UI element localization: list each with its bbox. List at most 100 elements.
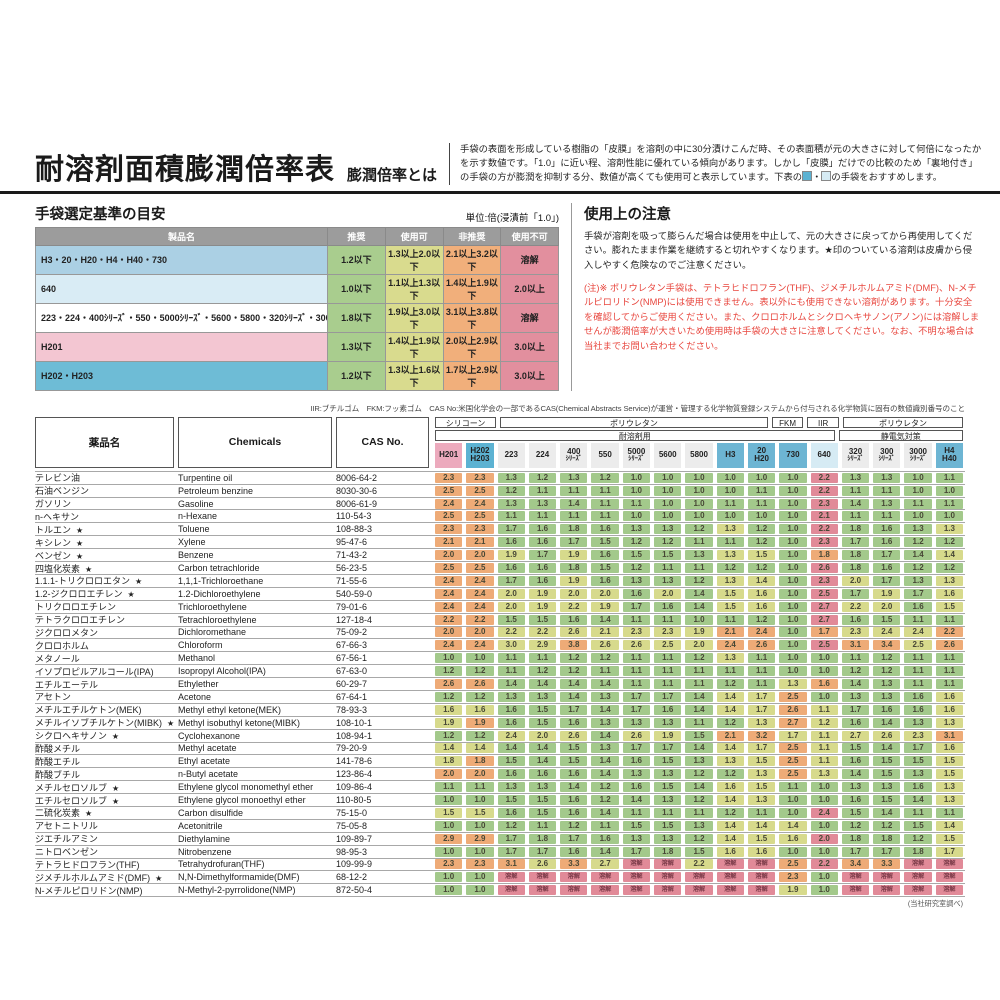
value-chip: 1.3 — [841, 691, 870, 702]
value-chip: 2.6 — [622, 730, 651, 741]
product-header-line: 300 — [880, 446, 894, 456]
value-chips: 2.0 2.0 2.2 2.2 2.6 2.1 2.3 2.3 1.9 2.1 2.4 1.0 1.7 2… — [433, 627, 965, 638]
chemical-name-jp: テトラヒドロフラン(THF) — [35, 859, 140, 870]
value-chip: 溶解 — [497, 885, 525, 896]
criteria-value: 2.0以上 — [500, 273, 559, 304]
value-chip: 2.4 — [904, 627, 932, 638]
table-row: N-メチルピロリドン(NMP) N-Methyl-2-pyrrolidone(NM… — [35, 884, 965, 898]
value-chip: 1.2 — [591, 782, 619, 793]
swelling-ratio-description: 手袋の表面を形成している樹脂の「皮膜」を溶剤の中に30分漬けこんだ時、その表面積… — [449, 143, 982, 185]
value-chip: 溶解 — [654, 859, 682, 870]
value-chip: 2.5 — [779, 859, 807, 870]
chemical-name-jp: 酢酸エチル — [35, 756, 81, 767]
header-divider — [0, 190, 1000, 194]
value-chip: 1.1 — [685, 562, 713, 573]
criteria-column-header: 推奨 — [327, 226, 386, 246]
column-header-cas-no: CAS No. — [336, 416, 429, 468]
value-chip: 1.1 — [685, 717, 713, 728]
value-chip: 2.3 — [435, 472, 463, 483]
value-chip: 1.2 — [904, 537, 932, 548]
value-chip: 1.3 — [935, 575, 964, 586]
cas-number: 79-01-6 — [336, 601, 368, 612]
product-header-line: H203 — [470, 454, 490, 464]
value-chip: 1.6 — [841, 717, 870, 728]
value-chip: 1.9 — [466, 717, 494, 728]
value-chip: 2.9 — [528, 640, 557, 651]
value-chip: 1.1 — [747, 485, 776, 496]
value-chip: 1.7 — [497, 833, 525, 844]
cas-number: 79-20-9 — [336, 743, 368, 754]
product-header: 550 — [591, 442, 619, 468]
value-chip: 1.6 — [528, 575, 557, 586]
usage-notes-body: 手袋が溶剤を吸って膨らんだ場合は使用を中止して、元の大きさに戻ってから再使用して… — [584, 230, 973, 270]
chemical-name-en: 1,1,1-Trichloroethane — [178, 575, 264, 586]
skin-hazard-star-icon: ★ — [127, 590, 135, 600]
cas-number: 60-29-7 — [336, 679, 368, 689]
value-chip: 1.1 — [591, 485, 619, 496]
value-chip: 1.2 — [716, 679, 744, 689]
value-chip: 1.3 — [716, 653, 744, 664]
chemical-name-jp: 二硫化炭素 ★ — [35, 808, 93, 819]
value-chip: 1.9 — [497, 550, 525, 561]
value-chip: 1.0 — [747, 472, 776, 483]
chemical-name-jp: アセトン — [35, 692, 71, 703]
value-chip: 1.7 — [810, 627, 838, 638]
value-chip: 2.0 — [435, 627, 463, 638]
value-chip: 1.3 — [841, 782, 870, 793]
value-chip: 溶解 — [716, 885, 744, 896]
value-chip: 1.2 — [435, 691, 463, 702]
cas-number: 68-12-2 — [336, 872, 368, 883]
skin-hazard-star-icon: ★ — [76, 538, 84, 548]
material-group-label: ポリウレタン — [500, 416, 768, 428]
value-chip: 1.0 — [466, 795, 494, 806]
value-chip: 1.3 — [560, 472, 588, 483]
value-chips: 1.2 1.2 2.4 2.0 2.6 1.4 2.6 1.9 1.5 2.1 3.2 1.7 1.1 2… — [433, 730, 965, 741]
value-chip: 1.6 — [560, 717, 588, 728]
value-chip: 2.4 — [435, 498, 463, 509]
value-chip: 1.6 — [528, 537, 557, 548]
chemical-name-en: 1.2-Dichloroethylene — [178, 588, 261, 599]
chemical-name-en: Gasoline — [178, 498, 214, 509]
criteria-table: 製品名 推奨 使用可 非推奨 使用不可 H3・20・H20・H4・H40・730 1.2以… — [35, 226, 559, 391]
value-chip: 1.4 — [591, 769, 619, 780]
value-chip: 1.2 — [716, 807, 744, 818]
value-chip: 2.7 — [810, 601, 838, 612]
value-chip: 1.1 — [747, 653, 776, 664]
value-chip: 2.0 — [466, 550, 494, 561]
table-row: テレビン油 Turpentine oil 8006-64-2 2.3 2.3 1.3 1.2… — [35, 472, 965, 485]
value-chip: 3.4 — [873, 640, 901, 651]
value-chip: 1.4 — [747, 575, 776, 586]
value-chip: 1.1 — [654, 614, 682, 625]
value-chip: 1.6 — [560, 795, 588, 806]
criteria-row: H201 1.3以下 1.4以上1.9以下 2.0以上2.9以下 3.0以上 — [35, 331, 559, 362]
value-chip: 1.3 — [873, 472, 901, 483]
chemical-name-jp: メタノール — [35, 653, 80, 664]
product-header-line: H4 — [944, 445, 955, 455]
criteria-value: 1.2以下 — [327, 360, 386, 391]
chemical-name-en: Ethylene glycol monoethyl ether — [178, 795, 306, 806]
value-chip: 2.4 — [466, 640, 494, 651]
value-chip: 2.6 — [622, 640, 651, 651]
value-chip: 溶解 — [591, 872, 619, 883]
value-chip: 1.3 — [654, 717, 682, 728]
value-chip: 1.6 — [935, 588, 964, 599]
table-row: メチルエチルケトン(MEK) Methyl ethyl ketone(MEK) 78… — [35, 704, 965, 717]
chemical-name-jp: 酢酸メチル — [35, 743, 81, 754]
value-chip: 2.2 — [935, 627, 964, 638]
value-chip: 1.0 — [779, 511, 807, 522]
value-chip: 1.9 — [435, 717, 463, 728]
chemical-name-jp: メチルエチルケトン(MEK) — [35, 705, 142, 716]
value-chip: 1.3 — [654, 524, 682, 535]
value-chip: 1.3 — [591, 717, 619, 728]
value-chips: 1.2 1.2 1.3 1.3 1.4 1.3 1.7 1.7 1.4 1.4 1.7 2.5 1.0 1… — [433, 691, 965, 702]
value-chip: 1.5 — [747, 756, 776, 767]
chemical-name-en: Acetonitrile — [178, 820, 223, 831]
value-chip: 1.5 — [435, 807, 463, 818]
skin-hazard-star-icon: ★ — [112, 796, 120, 806]
product-header-line: ｼﾘｰｽﾞ — [878, 455, 895, 463]
chemical-name-en: Acetone — [178, 691, 212, 702]
value-chip: 1.6 — [747, 846, 776, 857]
table-row: イソプロピルアルコール(IPA) Isopropyl Alcohol(IPA) 67… — [35, 665, 965, 679]
value-chip: 2.0 — [841, 575, 870, 586]
product-header-line: 5600 — [658, 450, 677, 460]
